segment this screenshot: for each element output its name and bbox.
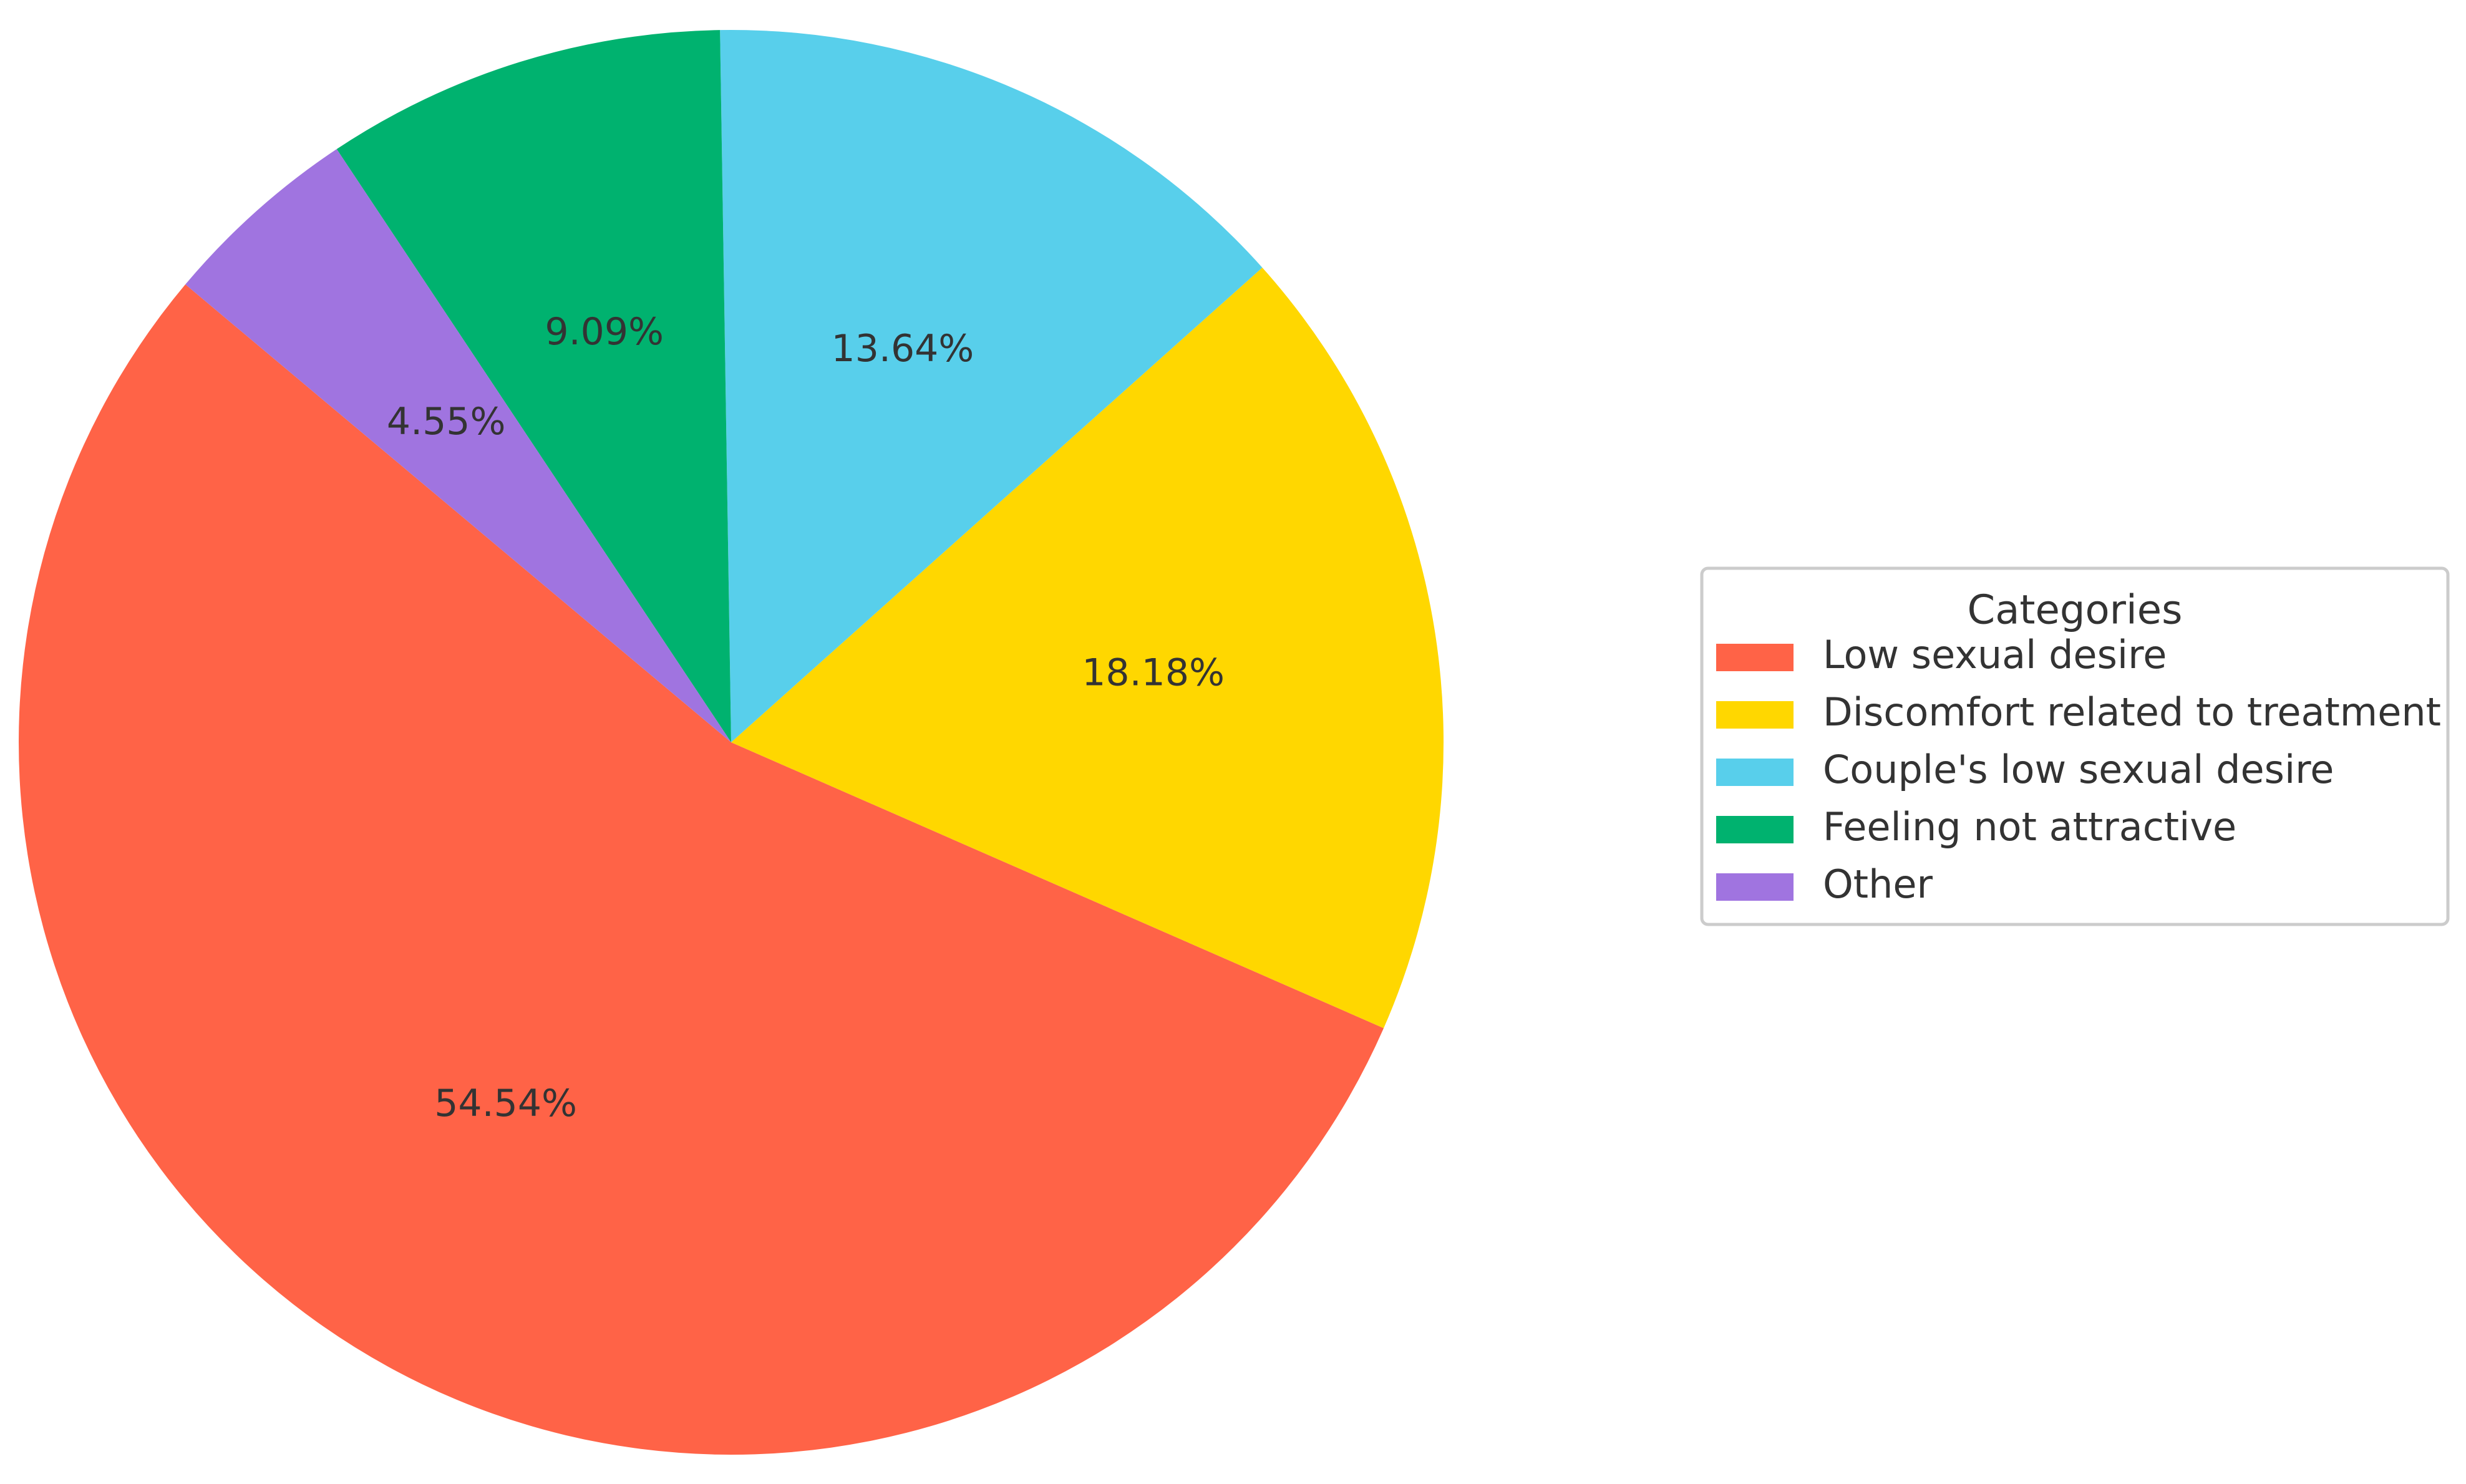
- pie-slice: [18, 284, 1384, 1455]
- legend-swatch: [1716, 873, 1794, 901]
- legend: Categories Low sexual desire Discomfort r…: [1700, 566, 2450, 926]
- pie-slice: [336, 30, 731, 742]
- legend-swatch: [1716, 759, 1794, 786]
- pie-percent-labels: 54.54% 18.18% 13.64% 9.09% 4.55%: [387, 310, 1225, 1125]
- legend-swatch: [1716, 644, 1794, 671]
- pie-slice: [185, 149, 731, 742]
- legend-label: Low sexual desire: [1823, 632, 2167, 677]
- legend-swatch: [1716, 816, 1794, 843]
- pie-slice-percent-label: 13.64%: [832, 327, 974, 371]
- pie-slice-percent-label: 54.54%: [434, 1082, 577, 1125]
- pie-slices: [18, 29, 1444, 1455]
- legend-label: Discomfort related to treatment: [1823, 689, 2441, 735]
- legend-box: [1700, 566, 2450, 926]
- legend-label: Couple's low sexual desire: [1823, 747, 2334, 792]
- legend-title: Categories: [1968, 588, 2183, 634]
- legend-swatch: [1716, 701, 1794, 729]
- pie-slice-percent-label: 18.18%: [1082, 651, 1225, 695]
- legend-items: Low sexual desire Discomfort related to t…: [1716, 632, 2441, 907]
- pie-slice-percent-label: 9.09%: [545, 310, 664, 354]
- legend-label: Feeling not attractive: [1823, 804, 2236, 850]
- pie-slice: [731, 267, 1444, 1029]
- pie-slice-percent-label: 4.55%: [387, 400, 506, 444]
- pie-slice: [720, 29, 1263, 742]
- legend-label: Other: [1823, 861, 1933, 907]
